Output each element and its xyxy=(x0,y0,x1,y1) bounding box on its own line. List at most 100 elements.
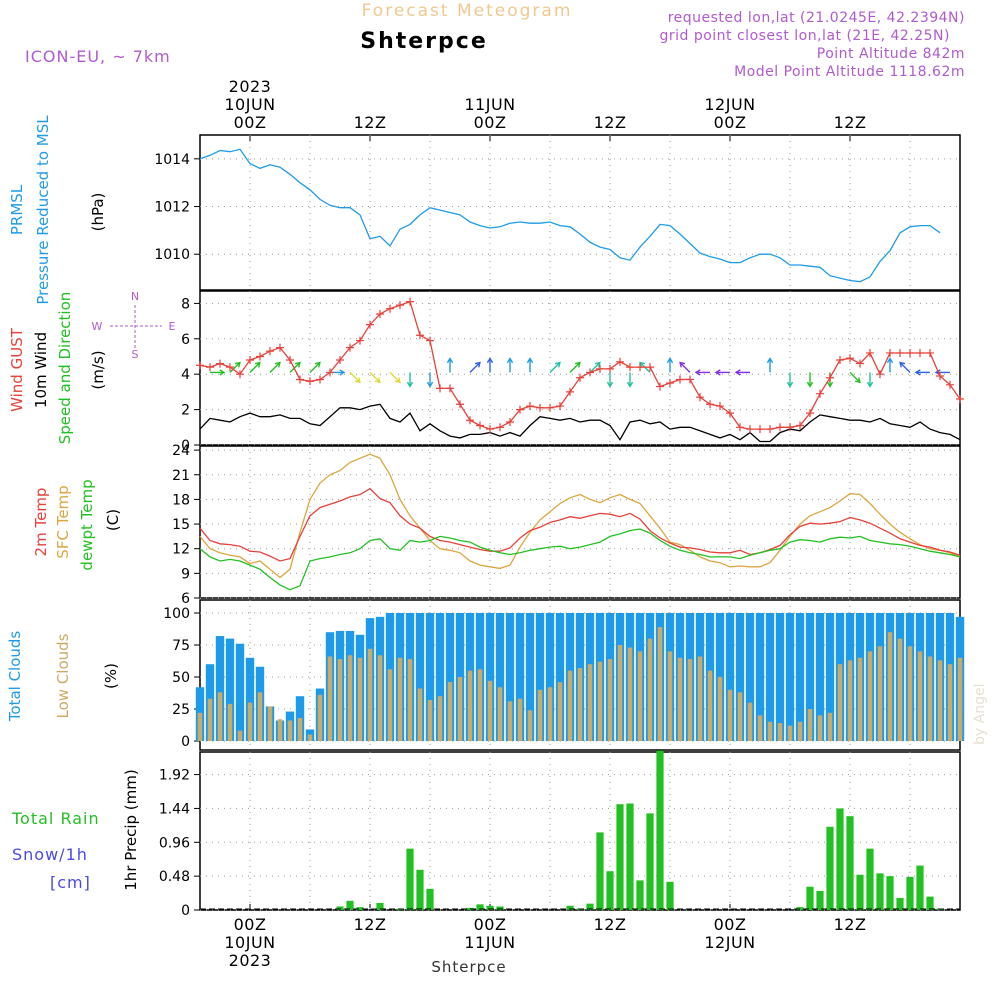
low-cloud-bar xyxy=(387,669,393,741)
temp-ytick-label: 18 xyxy=(172,492,190,508)
wind-direction-arrow xyxy=(549,361,561,373)
wind-gust-marker xyxy=(346,343,354,352)
pressure-label-msl: Pressure Reduced to MSL xyxy=(34,115,52,305)
low-cloud-bar xyxy=(707,670,713,741)
temp-ytick-label: 9 xyxy=(181,566,190,582)
precip-ytick-label: 0.48 xyxy=(159,869,190,885)
dewpt-line xyxy=(199,528,961,591)
low-cloud-bar xyxy=(787,725,793,741)
clouds-ytick-label: 75 xyxy=(172,638,190,654)
pressure-panel: 1010 1012 1014 xyxy=(154,134,961,291)
wind-direction-arrow xyxy=(626,372,634,388)
wind-arrow-head xyxy=(294,361,301,368)
total-cloud-bar xyxy=(525,613,535,741)
rain-bar xyxy=(626,803,634,910)
temp-ytick-label: 15 xyxy=(172,517,190,533)
compass-icon: N S W E xyxy=(92,290,176,361)
low-cloud-bar xyxy=(887,632,893,741)
wind-direction-arrow xyxy=(766,357,774,373)
low-cloud-bar xyxy=(257,692,263,741)
low-cloud-bar xyxy=(427,700,433,741)
wind-direction-arrow xyxy=(210,369,226,376)
rain-bar xyxy=(636,880,644,910)
low-cloud-bar xyxy=(437,696,443,741)
wind-direction-arrow xyxy=(849,371,861,384)
low-cloud-bar xyxy=(417,688,423,741)
wind-gust-marker xyxy=(906,348,914,357)
total-cloud-bar xyxy=(825,613,835,741)
top-time-label: 12Z xyxy=(354,113,387,132)
rain-bar xyxy=(406,848,414,910)
model-altitude: Model Point Altitude 1118.62m xyxy=(734,64,965,80)
low-cloud-bar xyxy=(957,657,963,741)
wind-arrow-shaft xyxy=(289,362,301,373)
snow-label: Snow/1h xyxy=(12,845,88,864)
low-cloud-bar xyxy=(847,660,853,741)
low-cloud-bar xyxy=(587,664,593,741)
wind-arrow-shaft xyxy=(229,362,241,373)
wind-arrow-shaft xyxy=(469,362,481,373)
wind-gust-marker xyxy=(526,402,534,411)
wind-gust-marker xyxy=(496,423,504,432)
low-cloud-bar xyxy=(237,730,243,741)
bottom-time-label: 00Z xyxy=(474,915,507,934)
rain-bar xyxy=(496,906,504,910)
wind-arrow-head xyxy=(574,361,581,368)
wind-gust-marker xyxy=(616,357,624,366)
low-cloud-bar xyxy=(757,715,763,741)
wind-direction-arrow xyxy=(526,357,534,373)
top-time-label: 12Z xyxy=(834,113,867,132)
wind-gust-marker xyxy=(376,310,384,319)
low-cloud-bar xyxy=(667,651,673,741)
rain-bar xyxy=(416,869,424,910)
wind-arrow-head xyxy=(426,381,434,388)
low-cloud-bar xyxy=(557,682,563,741)
temp-ytick-label: 6 xyxy=(181,591,190,607)
pressure-label-prmsl: PRMSL xyxy=(8,184,26,235)
rain-bar xyxy=(566,905,574,910)
total-cloud-bar xyxy=(225,638,235,741)
wind-direction-arrow xyxy=(606,372,614,388)
wind-gust-marker xyxy=(826,373,834,382)
wind-direction-arrow xyxy=(229,361,241,373)
total-cloud-bar xyxy=(745,613,755,741)
wind-gust-marker xyxy=(786,423,794,432)
wind-gust-marker xyxy=(886,348,894,357)
wind-arrow-head xyxy=(899,361,906,368)
rain-bar xyxy=(896,898,904,910)
rain-bar xyxy=(826,826,834,910)
compass-n: N xyxy=(131,290,139,303)
low-cloud-bar xyxy=(247,702,253,741)
total-cloud-bar xyxy=(755,613,765,741)
total-cloud-bar xyxy=(235,643,245,741)
wind-gust-marker xyxy=(836,356,844,365)
wind-direction-arrow xyxy=(269,361,281,373)
wind-ytick-label: 2 xyxy=(181,403,190,419)
rain-bar xyxy=(336,906,344,910)
low-cloud-bar xyxy=(207,698,213,741)
low-cloud-bar xyxy=(397,657,403,741)
wind-gust-marker xyxy=(226,363,234,372)
wind-arrow-head xyxy=(639,361,646,368)
clouds-ytick-label: 25 xyxy=(172,702,190,718)
wind-ytick-label: 8 xyxy=(181,296,190,312)
wind-arrow-head xyxy=(554,361,561,368)
wind-direction-arrow xyxy=(694,369,710,376)
rain-bar xyxy=(476,904,484,910)
low-cloud-bar xyxy=(827,712,833,741)
wind-gust-marker xyxy=(916,348,924,357)
bottom-time-label: 00Z xyxy=(714,915,747,934)
compass-s: S xyxy=(132,348,139,361)
wind-arrow-shaft xyxy=(549,362,561,373)
rain-bar xyxy=(886,876,894,910)
rain-bar xyxy=(376,902,384,910)
wind-gust-marker xyxy=(406,297,414,306)
low-cloud-bar xyxy=(737,692,743,741)
low-clouds-label: Low Clouds xyxy=(54,633,72,718)
wind-panel: 0 2 4 6 8 xyxy=(181,290,964,454)
wind-gust-marker xyxy=(736,423,744,432)
wind-arrow-head xyxy=(374,377,381,384)
wind-arrow-head xyxy=(694,369,701,376)
total-cloud-bar xyxy=(435,613,445,741)
